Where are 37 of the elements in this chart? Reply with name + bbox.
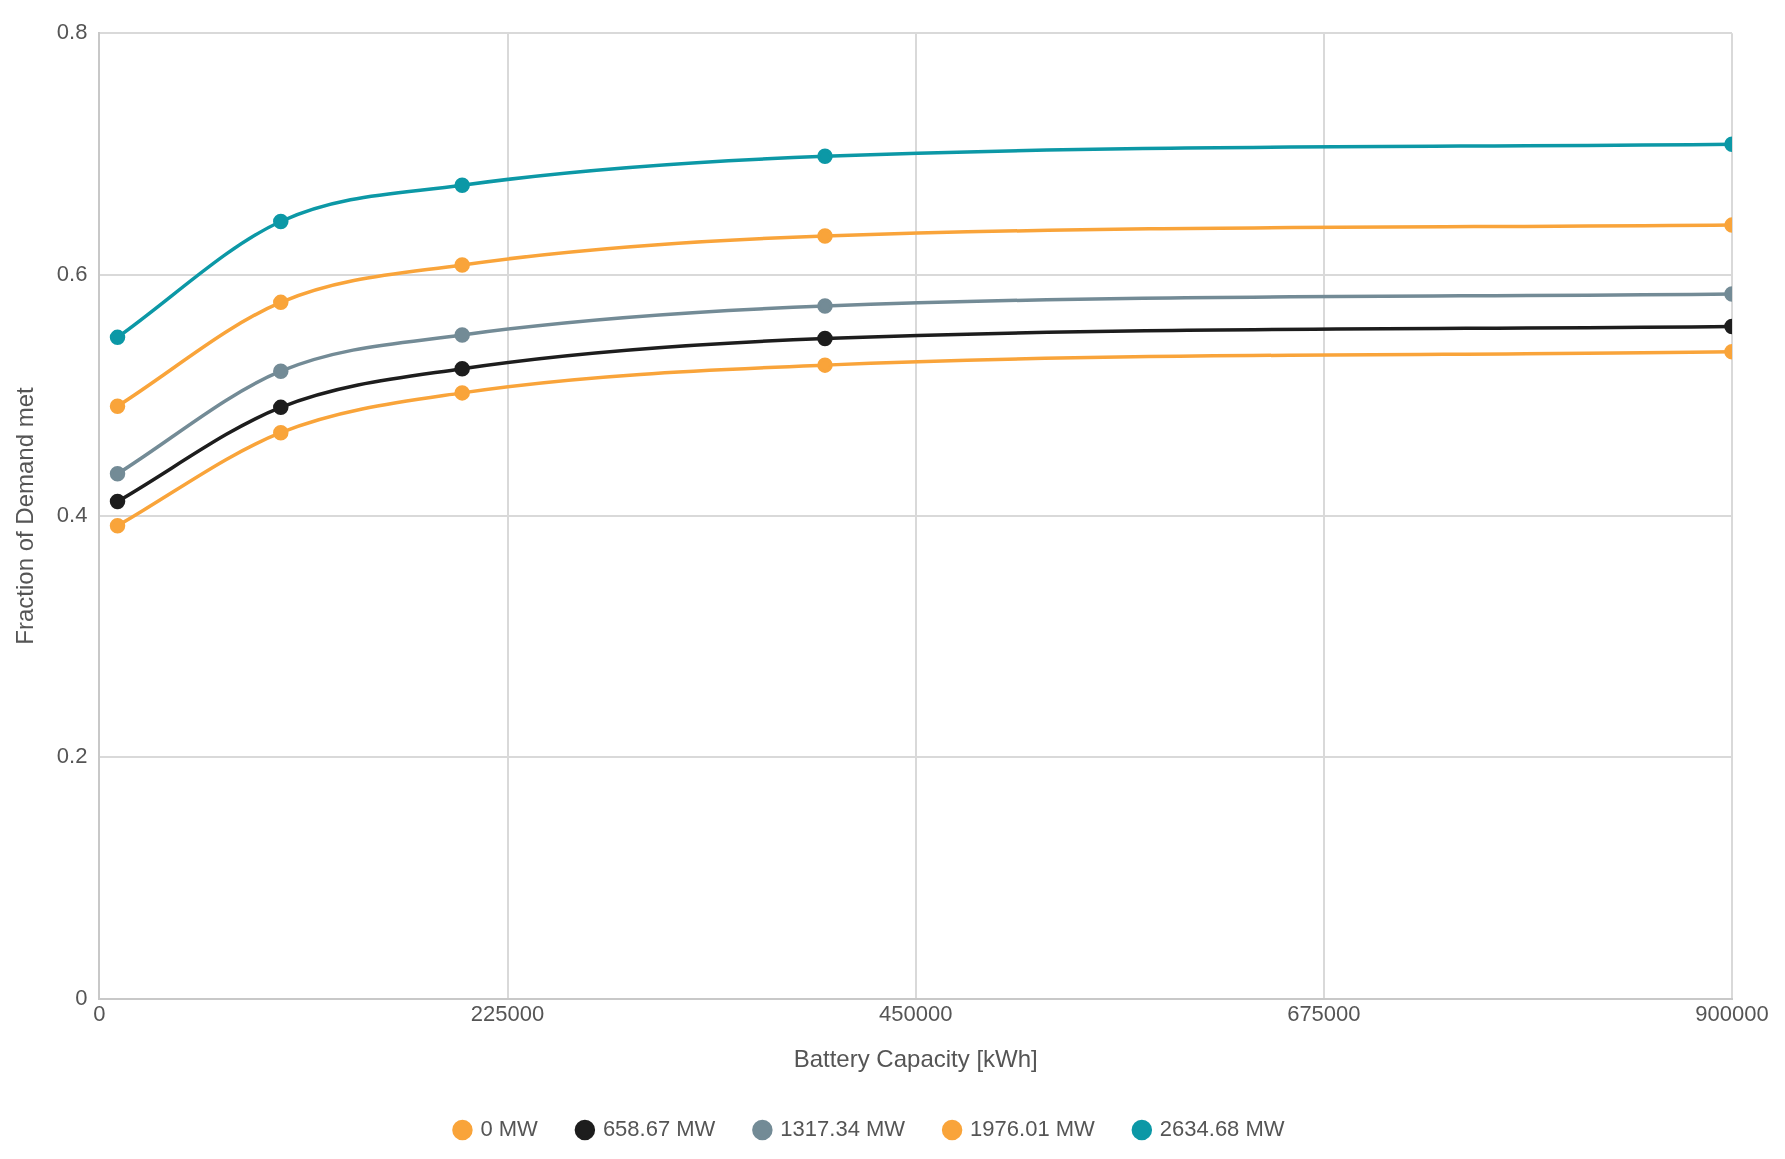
point (817, 228, 833, 244)
y-tick-label: 0.4 (56, 502, 88, 528)
y-tick-label: 0.6 (56, 260, 88, 286)
point (109, 517, 126, 534)
point (454, 257, 470, 273)
legend-label: 658.67 MW (602, 1116, 716, 1142)
legend-label: 1317.34 MW (780, 1116, 906, 1142)
y-tick-label: 0.2 (56, 743, 88, 769)
y-tick-label: 0.8 (56, 19, 88, 45)
point (454, 177, 470, 194)
legend-label: 0 MW (480, 1116, 539, 1142)
point (273, 399, 289, 416)
point (454, 385, 470, 401)
point (109, 466, 126, 482)
point (109, 398, 126, 414)
point (817, 357, 833, 373)
legend-label: 2634.68 MW (1159, 1116, 1285, 1142)
point (273, 294, 289, 311)
x-tick-label: 450000 (878, 1001, 953, 1027)
y-axis-title: Fraction of Demand met (11, 386, 39, 645)
x-tick-label: 225000 (470, 1001, 545, 1027)
x-tick-label: 0 (93, 1001, 106, 1027)
x-axis-title: Battery Capacity [kWh] (793, 1045, 1038, 1073)
point (273, 213, 289, 230)
x-tick-label: 900000 (1695, 1001, 1769, 1027)
point (817, 298, 833, 314)
point (273, 424, 289, 441)
point (454, 327, 470, 343)
point (817, 148, 833, 165)
y-tick-label: 0 (75, 984, 88, 1010)
legend-label: 1976.01 MW (970, 1116, 1096, 1142)
point (109, 329, 126, 346)
x-tick-label: 675000 (1287, 1001, 1361, 1027)
point (454, 361, 470, 377)
point (273, 363, 289, 379)
point (109, 493, 126, 510)
point (817, 330, 833, 347)
